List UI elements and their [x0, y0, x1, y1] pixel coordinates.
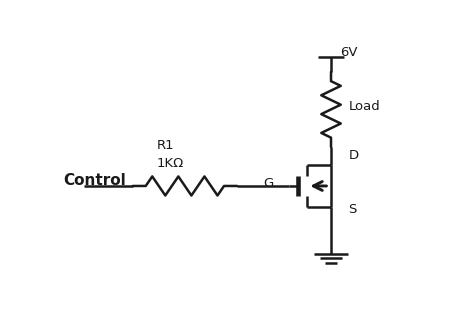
Text: Load: Load [348, 100, 380, 113]
Text: G: G [264, 177, 273, 190]
Text: Control: Control [63, 173, 126, 188]
Text: 6V: 6V [340, 46, 357, 59]
Text: S: S [348, 203, 357, 216]
Text: D: D [348, 149, 359, 162]
Text: R1: R1 [157, 139, 175, 152]
Text: 1KΩ: 1KΩ [157, 157, 184, 170]
